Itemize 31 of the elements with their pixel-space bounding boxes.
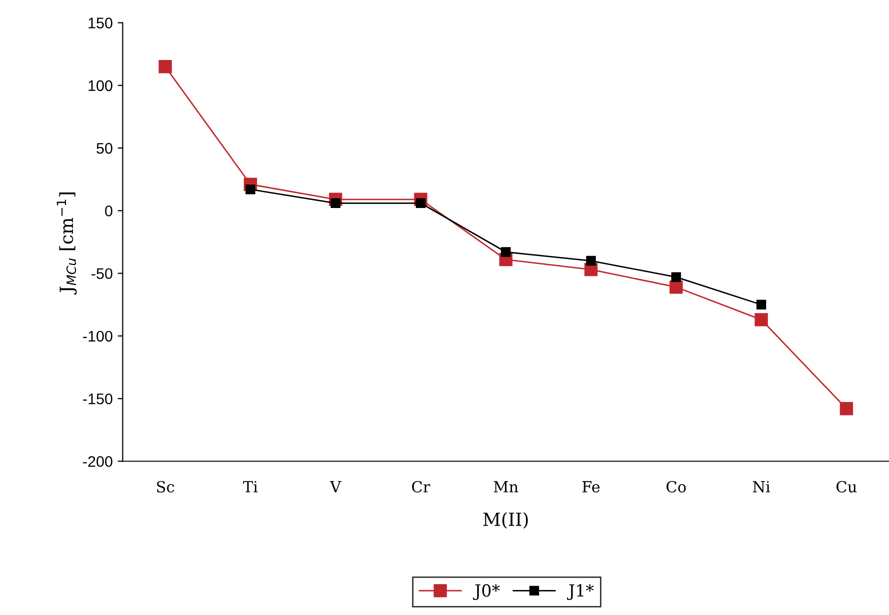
y-axis-title: J$_{MCu}$ [cm$^{−1}$] [56,192,77,295]
x-tick-label: Sc [157,480,174,493]
y-tick-label: -150 [83,393,112,404]
x-tick-label: Fe [582,481,600,493]
point [586,256,596,266]
point [670,280,683,294]
x-tick-label: Ti [243,481,258,492]
point [416,198,426,208]
point [671,272,681,282]
legend-label: J0* [473,584,500,600]
x-tick-label: Cr [412,480,430,493]
point [246,184,256,194]
y-tick-label: -200 [83,456,112,467]
x-tick-label: Mn [494,481,518,492]
x-tick-label: V [330,481,342,492]
point [754,313,768,326]
point [500,247,511,257]
point [756,300,766,310]
x-tick-label: Cu [836,480,857,493]
x-tick-label: Ni [752,481,770,493]
y-tick-label: 0 [105,206,112,216]
x-tick-label: Co [666,480,686,493]
y-tick-label: -50 [92,268,112,280]
x-axis-title: M(II) [483,512,528,529]
point [158,60,172,74]
y-tick-label: 150 [88,18,112,28]
legend-label: J1* [566,584,594,600]
point [840,402,854,416]
y-tick-label: -100 [83,330,112,342]
y-tick-label: 100 [88,80,112,92]
y-tick-label: 50 [96,142,112,154]
